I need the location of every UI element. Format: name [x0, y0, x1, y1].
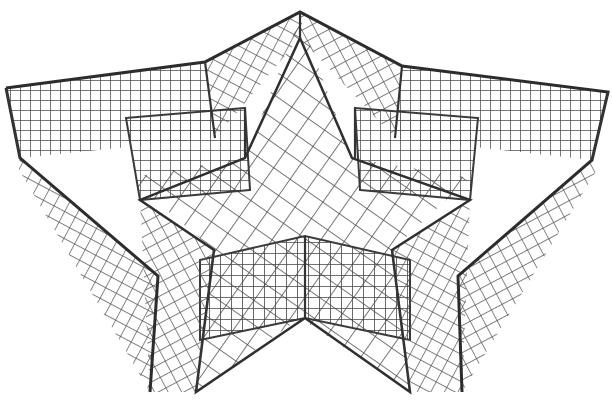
- wall-leg-left: [140, 200, 214, 392]
- wall-leg-right: [392, 200, 470, 392]
- inner-box-right: [353, 106, 480, 202]
- wall-top-left: [205, 12, 300, 138]
- top-rim: [5, 10, 610, 393]
- wall-right-lower: [458, 160, 598, 392]
- wall-top-right: [300, 12, 402, 138]
- inner-box-left: [124, 106, 252, 202]
- vertical-struts: [4, 12, 610, 393]
- wall-left-lower: [18, 158, 158, 392]
